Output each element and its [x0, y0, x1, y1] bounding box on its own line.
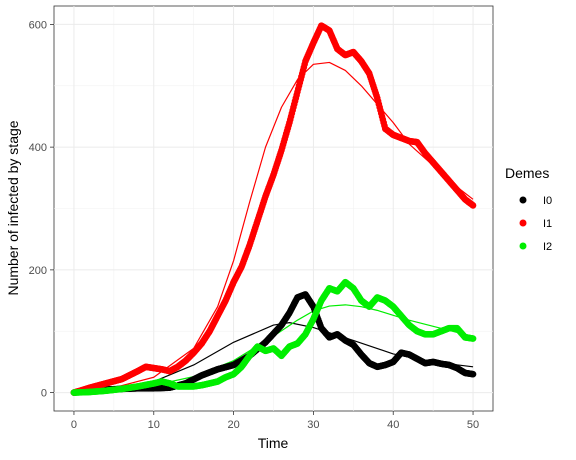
y-tick-label: 0	[41, 388, 47, 400]
x-tick-label: 10	[148, 419, 160, 431]
x-tick-label: 0	[71, 419, 77, 431]
y-tick-label: 600	[29, 19, 47, 31]
x-tick-label: 50	[467, 419, 479, 431]
legend-key-i0	[519, 196, 527, 204]
point-i0	[469, 370, 477, 378]
legend-label-i0: I0	[543, 195, 552, 207]
curve-i2	[73, 304, 474, 394]
x-tick-label: 30	[307, 419, 319, 431]
point-i2	[469, 335, 477, 342]
point-i1	[469, 202, 477, 209]
y-axis-title: Number of infected by stage	[5, 120, 21, 295]
legend-label-i1: I1	[543, 218, 552, 230]
legend-key-i2	[519, 242, 527, 250]
y-tick-label: 200	[29, 265, 47, 277]
x-axis-title: Time	[258, 435, 289, 451]
legend-title: Demes	[505, 165, 549, 181]
legend-key-i1	[519, 219, 527, 227]
x-tick-label: 20	[227, 419, 239, 431]
y-tick-label: 400	[29, 142, 47, 154]
axes: 0 10 20 30 40 50 0 200 400 600	[29, 19, 480, 431]
data-points	[70, 22, 477, 396]
legend-label-i2: I2	[543, 241, 552, 253]
legend: Demes I0 I1 I2	[505, 165, 552, 253]
x-tick-label: 40	[387, 419, 399, 431]
